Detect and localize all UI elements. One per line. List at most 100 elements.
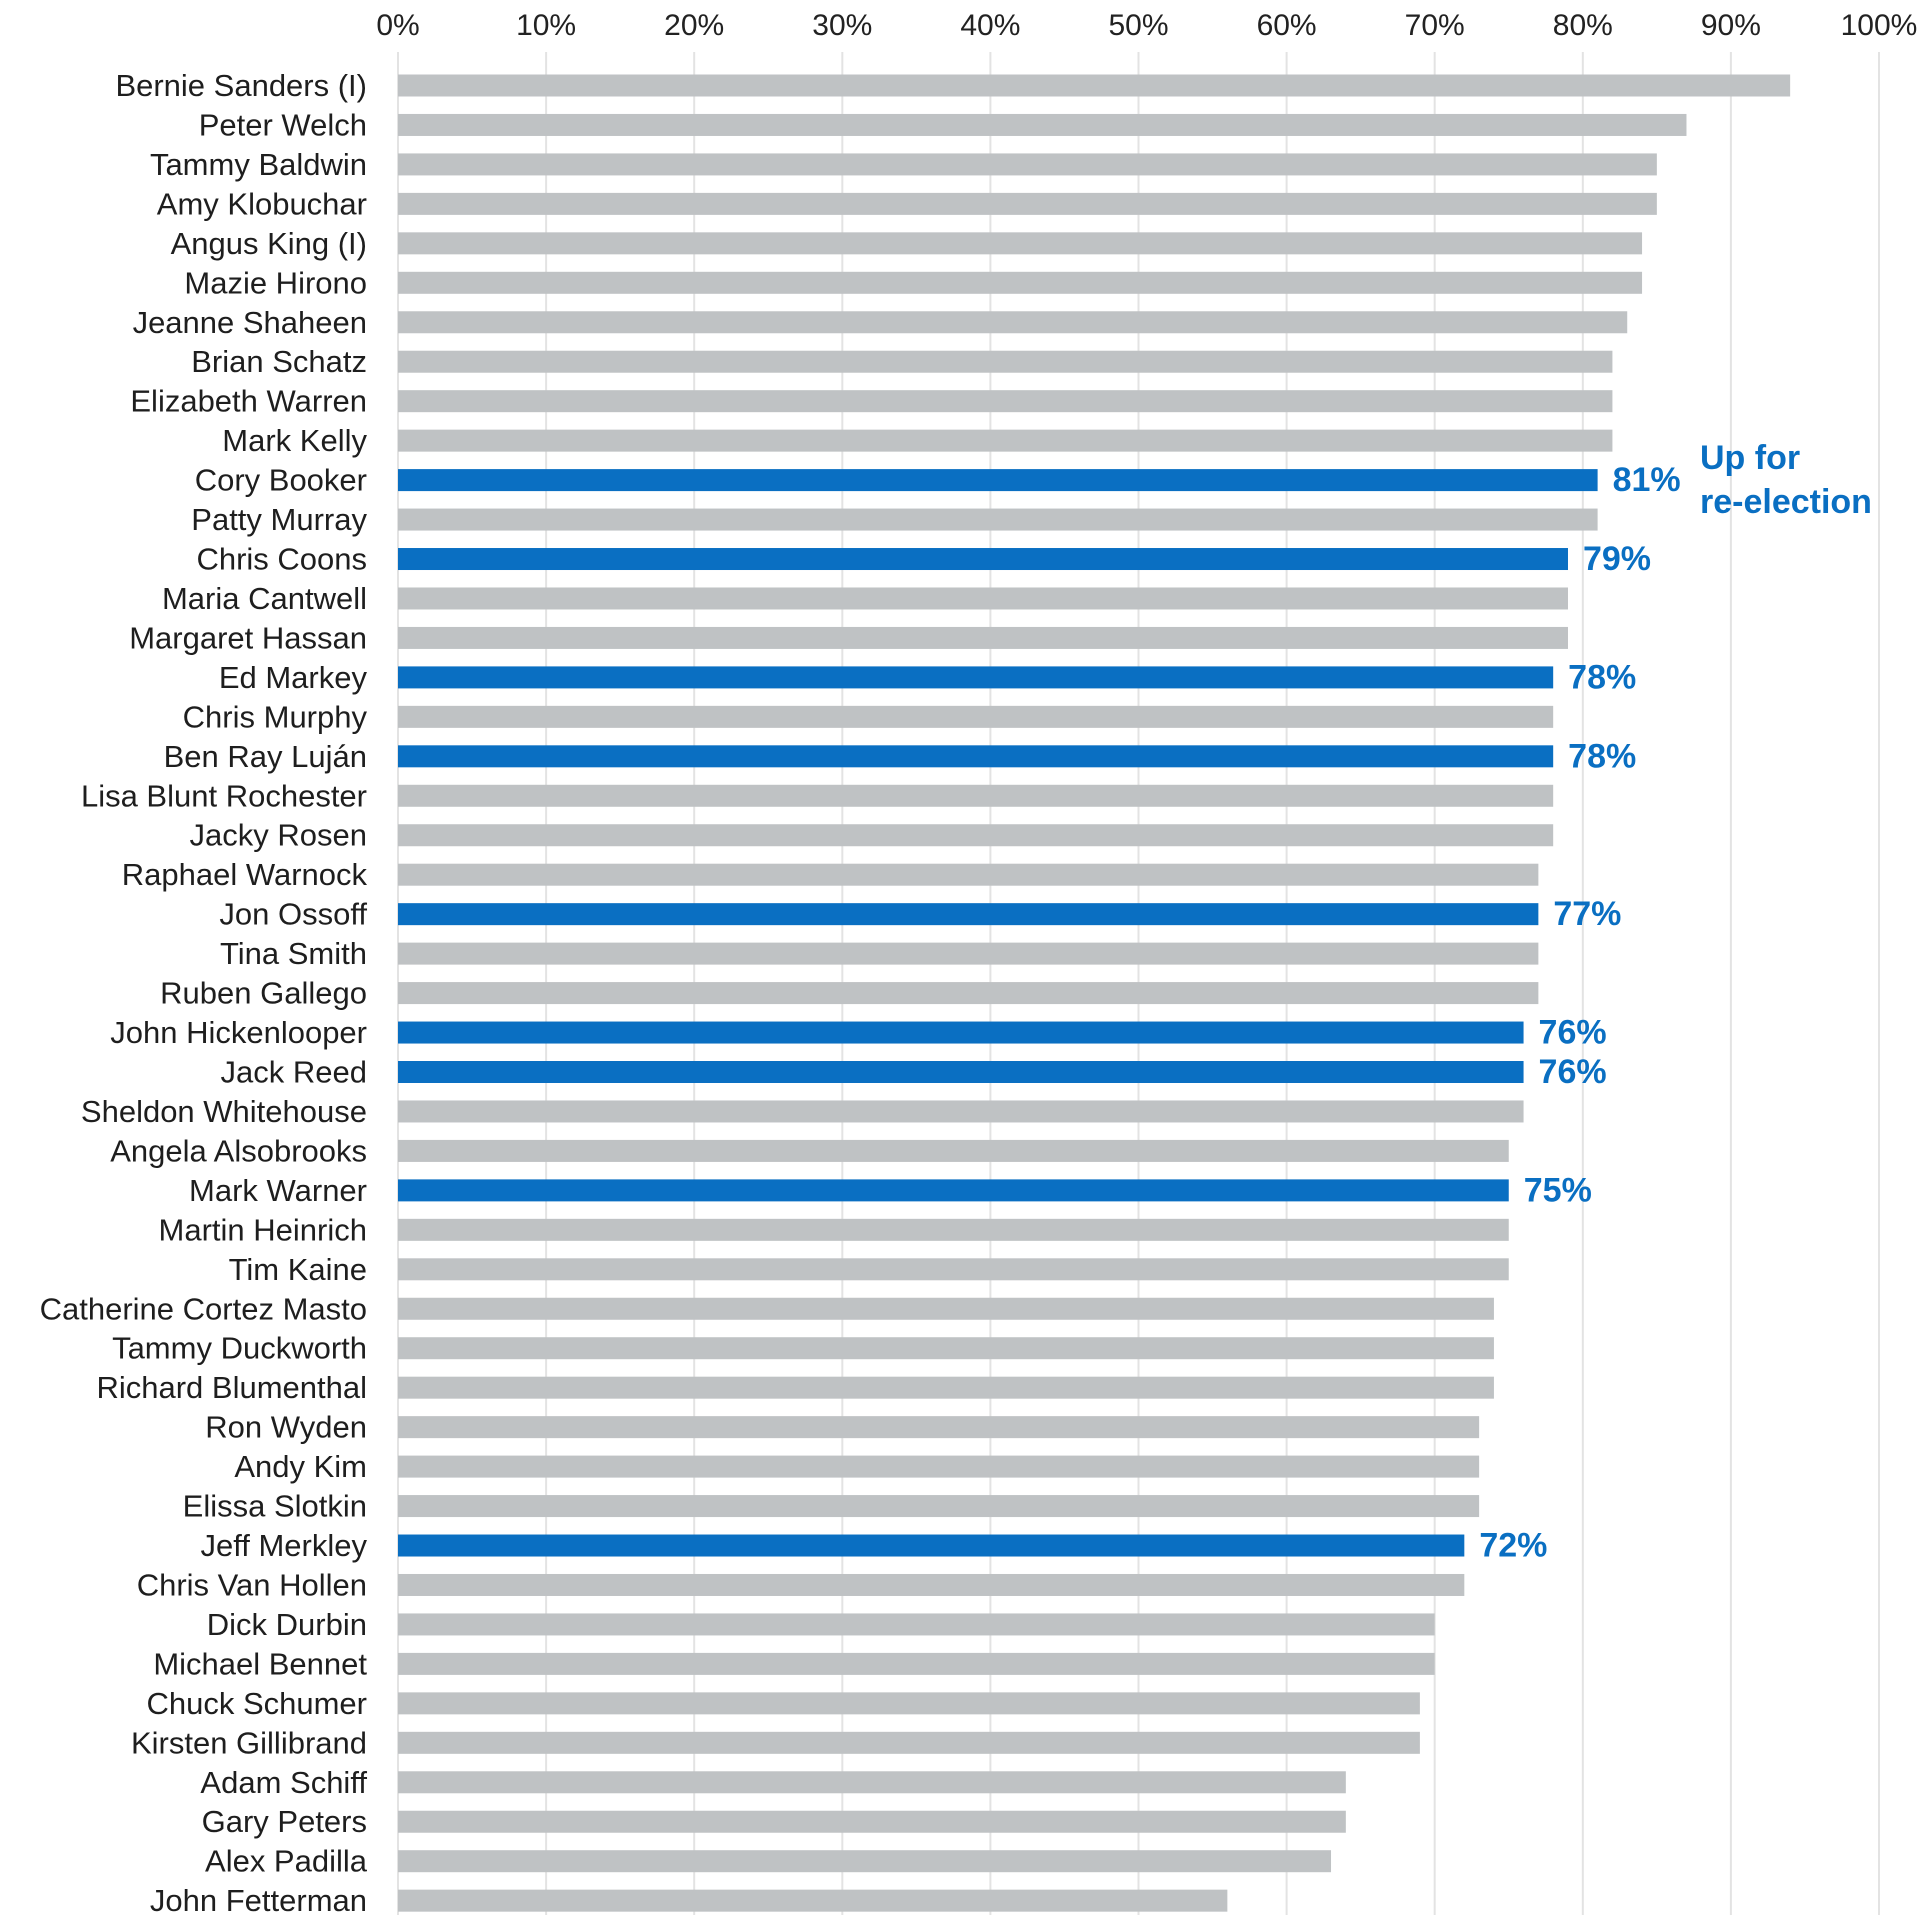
bar [398,1100,1524,1123]
bar [398,74,1791,97]
x-axis-ticks: 0% 10% 20% 30% 40% 50% 60% 70% 80% 90% 100% [376,9,1917,42]
bar [398,508,1598,531]
bar [398,1218,1509,1241]
category-label: Ed Markey [219,660,368,695]
bar [398,1416,1480,1439]
bar [398,1613,1435,1636]
category-label: Alex Padilla [205,1844,368,1879]
bar-highlighted [398,1021,1524,1044]
bar [398,153,1657,176]
category-label: Dick Durbin [207,1607,367,1642]
category-label: Chris Van Hollen [137,1567,367,1602]
category-label: Jeff Merkley [200,1528,367,1563]
bar-highlighted [398,1061,1524,1083]
value-label: 75% [1524,1171,1592,1209]
category-label: Elizabeth Warren [130,384,367,419]
category-labels: Bernie Sanders (I) Peter Welch Tammy Baldw… [40,68,368,1918]
annotation-text: Up for [1700,439,1800,477]
x-tick-label: 0% [376,9,419,42]
bar [398,113,1687,136]
category-label: Angus King (I) [171,226,367,261]
category-label: Tammy Baldwin [150,147,367,182]
category-label: Catherine Cortez Masto [40,1291,367,1326]
category-label: Mazie Hirono [184,265,367,300]
bar [398,1692,1420,1715]
bar-highlighted [398,903,1539,926]
bars [398,74,1791,1912]
x-tick-label: 20% [664,9,724,42]
bar [398,784,1554,807]
x-tick-label: 30% [812,9,872,42]
category-label: Gary Peters [202,1804,367,1839]
category-label: Brian Schatz [191,344,367,379]
bar [398,982,1539,1005]
bar [398,1297,1494,1320]
value-label: 78% [1568,737,1636,775]
bar-highlighted [398,1179,1509,1202]
bar [398,390,1613,413]
annotation-text: re-election [1700,483,1872,521]
category-label: Chris Murphy [183,699,368,734]
x-tick-label: 40% [960,9,1020,42]
bar [398,1573,1465,1596]
x-tick-label: 70% [1405,9,1465,42]
category-label: Lisa Blunt Rochester [81,778,367,813]
bar [398,1652,1435,1675]
bar [398,1337,1494,1360]
category-label: Chuck Schumer [146,1686,367,1721]
category-label: Bernie Sanders (I) [115,68,367,103]
value-label: 77% [1553,895,1621,933]
bar [398,311,1628,334]
bar [398,824,1554,847]
x-tick-label: 10% [516,9,576,42]
category-label: Patty Murray [191,502,367,537]
category-label: Sheldon Whitehouse [81,1094,367,1129]
bar [398,942,1539,965]
bar [398,1139,1509,1162]
category-label: Peter Welch [199,107,367,142]
category-label: Jon Ossoff [219,897,367,932]
bar [398,1850,1332,1873]
x-tick-label: 60% [1257,9,1317,42]
bar [398,1376,1494,1399]
bar [398,1889,1228,1912]
x-tick-label: 80% [1553,9,1613,42]
category-label: Richard Blumenthal [96,1370,367,1405]
bar [398,1810,1346,1833]
category-label: Martin Heinrich [159,1212,367,1247]
value-labels: 81% 79% 78% 78% 77% 76%76% 75% 72% [1479,461,1680,1564]
bar [398,626,1568,649]
category-label: Mark Kelly [222,423,367,458]
category-label: Ruben Gallego [160,976,367,1011]
x-tick-label: 100% [1841,9,1918,42]
bar-highlighted [398,745,1554,768]
bar [398,1258,1509,1281]
bar [398,1455,1480,1478]
bar [398,429,1613,452]
bar [398,192,1657,215]
category-label: John Hickenlooper [110,1015,367,1050]
category-label: Jack Reed [221,1055,367,1090]
value-label: 76% [1539,1014,1607,1052]
annotation: Up for re-election [1700,439,1872,521]
category-label: Tammy Duckworth [112,1331,367,1366]
bar [398,587,1568,610]
category-label: Maria Cantwell [162,581,367,616]
bar [398,1495,1480,1518]
value-label: 72% [1479,1527,1547,1565]
category-label: Amy Klobuchar [157,186,367,221]
category-label: Mark Warner [189,1173,367,1208]
category-label: Jeanne Shaheen [133,305,367,340]
x-tick-label: 50% [1108,9,1168,42]
category-label: Jacky Rosen [190,818,367,853]
category-label: Michael Bennet [153,1646,367,1681]
bar-highlighted [398,1534,1465,1557]
bar [398,705,1554,728]
bar [398,1731,1420,1754]
category-label: Tim Kaine [229,1252,367,1287]
bar [398,232,1643,255]
value-label: 79% [1583,540,1651,578]
value-label: 81% [1613,461,1681,499]
category-label: Chris Coons [196,542,367,577]
